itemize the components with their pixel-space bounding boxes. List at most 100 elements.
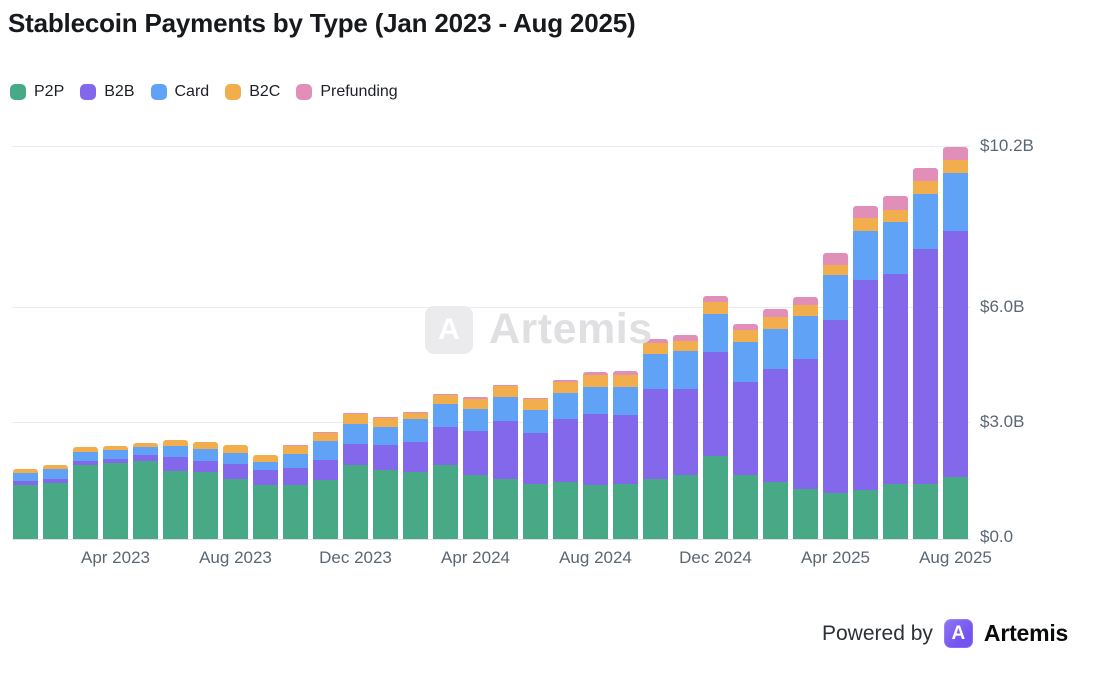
bar-segment-p2p[interactable] [523,483,548,539]
bar-segment-p2p[interactable] [763,481,788,539]
bar-segment-p2p[interactable] [883,483,908,539]
bar-segment-card[interactable] [673,351,698,389]
bar-segment-prefunding[interactable] [823,253,848,265]
bar-segment-b2c[interactable] [253,455,278,462]
bar-segment-b2b[interactable] [163,456,188,472]
bar-segment-card[interactable] [313,441,338,461]
bar-segment-p2p[interactable] [943,476,968,539]
bar-segment-b2b[interactable] [343,443,368,466]
bar-segment-b2b[interactable] [313,460,338,481]
bar-segment-b2c[interactable] [943,160,968,173]
bar-segment-b2c[interactable] [313,432,338,442]
bar-segment-b2c[interactable] [223,445,248,454]
bar-segment-prefunding[interactable] [733,324,758,331]
bar-segment-b2c[interactable] [163,440,188,447]
bar-segment-prefunding[interactable] [763,308,788,318]
bar-segment-card[interactable] [223,453,248,464]
bar-segment-card[interactable] [583,386,608,415]
bar-segment-prefunding[interactable] [373,417,398,419]
bar-segment-p2p[interactable] [583,484,608,539]
bar-segment-b2c[interactable] [283,446,308,455]
bar-segment-p2p[interactable] [73,465,98,539]
bar-segment-p2p[interactable] [163,471,188,539]
bar-segment-prefunding[interactable] [853,205,878,218]
bar-segment-p2p[interactable] [13,484,38,539]
bar-segment-b2c[interactable] [493,386,518,397]
legend-item-prefunding[interactable]: Prefunding [296,83,398,101]
bar-segment-b2b[interactable] [253,470,278,486]
bar-segment-p2p[interactable] [343,465,368,539]
bar-segment-card[interactable] [73,451,98,461]
bar-segment-prefunding[interactable] [583,372,608,375]
bar-segment-b2b[interactable] [433,427,458,466]
bar-segment-b2c[interactable] [13,469,38,473]
bar-segment-p2p[interactable] [793,488,818,539]
bar-segment-card[interactable] [373,427,398,446]
bar-segment-prefunding[interactable] [283,445,308,447]
bar-segment-card[interactable] [163,446,188,457]
bar-segment-card[interactable] [733,342,758,383]
bar-segment-p2p[interactable] [133,460,158,539]
bar-segment-b2b[interactable] [193,460,218,472]
bar-segment-p2p[interactable] [193,471,218,539]
bar-segment-b2c[interactable] [463,398,488,409]
bar-segment-p2p[interactable] [613,483,638,539]
bar-segment-prefunding[interactable] [463,397,488,399]
bar-segment-p2p[interactable] [313,480,338,539]
artemis-brand-text[interactable]: Artemis [983,620,1069,646]
bar-segment-card[interactable] [883,222,908,274]
bar-segment-card[interactable] [133,447,158,455]
bar-segment-p2p[interactable] [253,485,278,539]
bar-segment-b2b[interactable] [463,430,488,476]
bar-segment-b2c[interactable] [523,399,548,410]
bar-segment-card[interactable] [103,450,128,459]
bar-segment-prefunding[interactable] [523,398,548,400]
bar-segment-b2b[interactable] [763,369,788,482]
bar-segment-card[interactable] [13,472,38,481]
bar-segment-b2b[interactable] [373,445,398,471]
bar-segment-b2c[interactable] [823,264,848,276]
bar-segment-prefunding[interactable] [493,384,518,387]
bar-segment-b2b[interactable] [553,418,578,482]
bar-segment-b2c[interactable] [853,217,878,232]
bar-segment-b2b[interactable] [523,433,548,484]
bar-segment-prefunding[interactable] [313,431,338,433]
bar-segment-b2b[interactable] [913,248,938,484]
bar-segment-card[interactable] [913,194,938,249]
bar-segment-card[interactable] [523,409,548,434]
bar-segment-b2c[interactable] [103,445,128,451]
bar-segment-card[interactable] [793,315,818,359]
legend-item-p2p[interactable]: P2P [10,83,64,101]
bar-segment-b2c[interactable] [733,330,758,343]
bar-segment-b2c[interactable] [553,381,578,393]
bar-segment-p2p[interactable] [913,483,938,539]
bar-segment-b2c[interactable] [613,374,638,388]
bar-segment-card[interactable] [403,419,428,442]
bar-segment-card[interactable] [433,403,458,428]
bar-segment-card[interactable] [613,387,638,415]
bar-segment-b2b[interactable] [403,442,428,472]
bar-segment-card[interactable] [43,468,68,479]
bar-segment-card[interactable] [763,328,788,370]
bar-segment-prefunding[interactable] [553,379,578,382]
bar-segment-prefunding[interactable] [883,195,908,211]
legend-item-card[interactable]: Card [150,83,209,101]
bar-segment-b2b[interactable] [103,458,128,463]
bar-segment-b2b[interactable] [493,420,518,479]
bar-segment-prefunding[interactable] [673,335,698,342]
bar-segment-b2c[interactable] [673,341,698,352]
bar-segment-card[interactable] [643,353,668,389]
bar-segment-p2p[interactable] [43,482,68,539]
bar-segment-p2p[interactable] [283,485,308,539]
bar-segment-card[interactable] [283,454,308,468]
bar-segment-prefunding[interactable] [913,168,938,181]
bar-segment-b2c[interactable] [883,210,908,222]
bar-segment-p2p[interactable] [493,478,518,539]
bar-segment-prefunding[interactable] [433,393,458,396]
bar-segment-b2b[interactable] [943,231,968,477]
bar-segment-prefunding[interactable] [643,338,668,344]
bar-segment-p2p[interactable] [103,462,128,539]
bar-segment-b2b[interactable] [133,454,158,461]
bar-segment-b2b[interactable] [883,273,908,484]
bar-segment-b2b[interactable] [73,460,98,466]
